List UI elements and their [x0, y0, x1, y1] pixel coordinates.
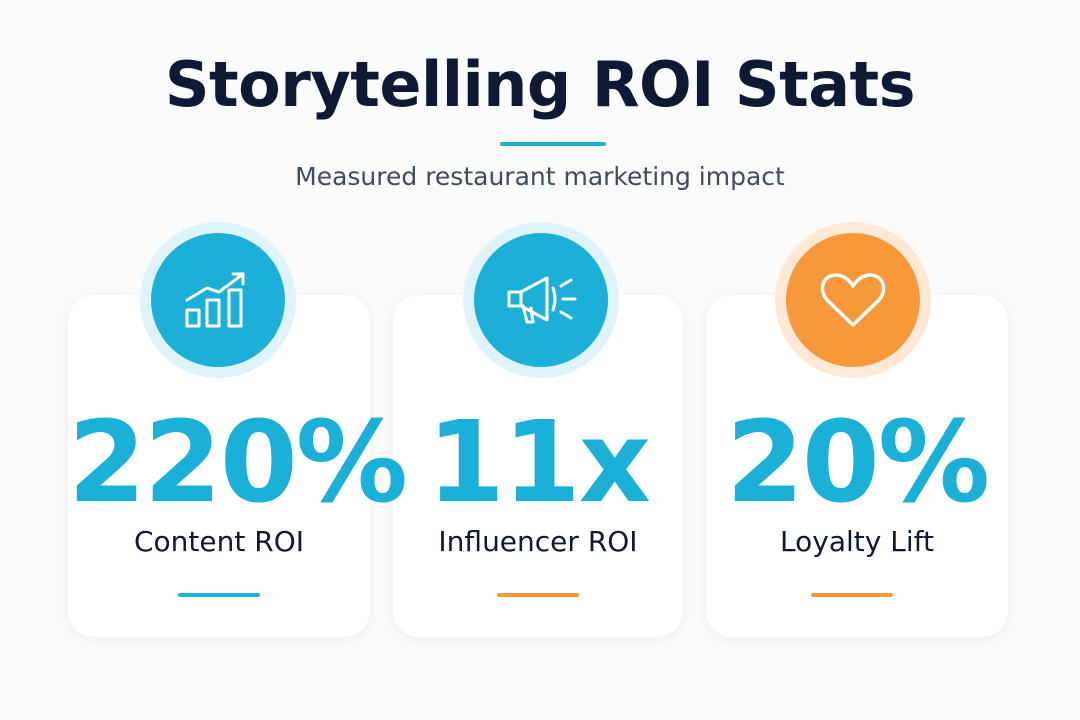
stat-value: 11x	[426, 398, 651, 528]
icon-halo	[775, 222, 931, 378]
card-underline	[178, 593, 260, 597]
title-underline	[500, 142, 606, 146]
subtitle: Measured restaurant marketing impact	[295, 162, 785, 191]
icon-disc	[786, 233, 920, 367]
stat-label: Loyalty Lift	[780, 525, 934, 558]
heart-icon	[820, 273, 886, 327]
title: Storytelling ROI Stats	[164, 48, 916, 121]
stat-value: 220%	[68, 398, 408, 528]
stat-label: Content ROI	[133, 525, 304, 558]
stat-label: Influencer ROI	[438, 525, 638, 558]
icon-disc	[474, 233, 608, 367]
icon-halo	[140, 222, 296, 378]
card-underline	[497, 593, 579, 597]
megaphone-icon	[507, 276, 577, 324]
icon-disc	[151, 233, 285, 367]
stat-value: 20%	[725, 398, 990, 528]
chart-icon	[185, 272, 245, 328]
icon-halo	[463, 222, 619, 378]
card-underline	[811, 593, 893, 597]
